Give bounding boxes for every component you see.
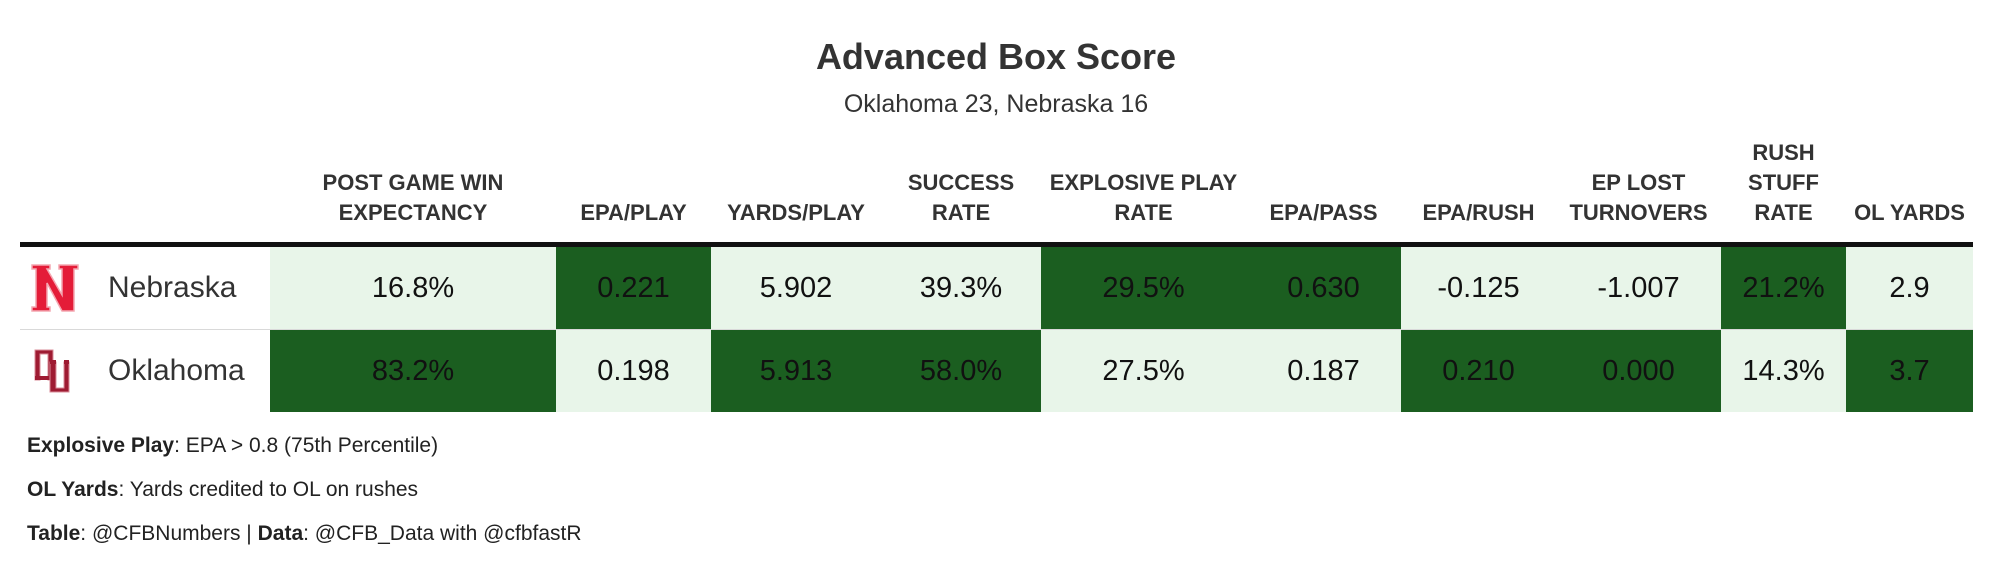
footnote-explosive-play: Explosive Play: EPA > 0.8 (75th Percenti… (27, 434, 438, 458)
box-score-table: POST GAME WIN EXPECTANCY EPA/PLAY YARDS/… (20, 138, 1973, 412)
cell-nebraska-yards-play: 5.902 (711, 244, 881, 330)
team-cell: Oklahoma (20, 329, 270, 412)
header-ol-yards: OL YARDS (1846, 138, 1973, 247)
table-row: Nebraska 16.8% 0.221 5.902 39.3% 29.5% 0… (20, 244, 1973, 330)
header-rush-stuff-rate: RUSH STUFF RATE (1721, 138, 1846, 247)
footnote-credits: Table: @CFBNumbers | Data: @CFB_Data wit… (27, 522, 582, 546)
header-epa-rush: EPA/RUSH (1401, 138, 1556, 247)
footnote-ol-yards: OL Yards: Yards credited to OL on rushes (27, 478, 418, 502)
header-explosive-play-rate: EXPLOSIVE PLAY RATE (1041, 138, 1246, 247)
oklahoma-ou-logo-icon (22, 338, 88, 404)
footnote-text-data: : @CFB_Data with @cfbfastR (303, 522, 582, 545)
nebraska-n-logo-icon (22, 255, 88, 321)
header-team (20, 138, 270, 247)
footnote-text: : Yards credited to OL on rushes (118, 478, 419, 501)
footnote-label: OL Yards (27, 478, 119, 501)
cell-nebraska-epa-rush: -0.125 (1401, 244, 1556, 330)
cell-oklahoma-epa-rush: 0.210 (1401, 329, 1556, 412)
cell-oklahoma-epa-pass: 0.187 (1246, 329, 1401, 412)
header-epa-play: EPA/PLAY (556, 138, 711, 247)
team-cell: Nebraska (20, 244, 270, 330)
header-epa-pass: EPA/PASS (1246, 138, 1401, 247)
cell-oklahoma-stuff-rate: 14.3% (1721, 329, 1846, 412)
table-subtitle: Oklahoma 23, Nebraska 16 (843, 90, 1149, 118)
cell-nebraska-pgwe: 16.8% (270, 244, 556, 330)
cell-oklahoma-yards-play: 5.913 (711, 329, 881, 412)
cell-nebraska-ep-lost: -1.007 (1556, 244, 1721, 330)
cell-oklahoma-ol-yards: 3.7 (1846, 329, 1973, 412)
cell-nebraska-explosive-rate: 29.5% (1041, 244, 1246, 330)
table-row: Oklahoma 83.2% 0.198 5.913 58.0% 27.5% 0… (20, 329, 1973, 412)
header-row: POST GAME WIN EXPECTANCY EPA/PLAY YARDS/… (20, 138, 1973, 247)
footnote-label-data: Data (257, 522, 304, 545)
cell-nebraska-epa-pass: 0.630 (1246, 244, 1401, 330)
cell-oklahoma-success-rate: 58.0% (881, 329, 1041, 412)
team-name: Oklahoma (108, 354, 245, 387)
footnote-text: : EPA > 0.8 (75th Percentile) (174, 434, 439, 457)
cell-nebraska-ol-yards: 2.9 (1846, 244, 1973, 330)
header-ep-lost-turnovers: EP LOST TURNOVERS (1556, 138, 1721, 247)
footnote-label: Explosive Play (27, 434, 175, 457)
team-name: Nebraska (108, 271, 237, 304)
cell-nebraska-stuff-rate: 21.2% (1721, 244, 1846, 330)
table-title: Advanced Box Score (815, 36, 1177, 77)
cell-oklahoma-explosive-rate: 27.5% (1041, 329, 1246, 412)
cell-oklahoma-ep-lost: 0.000 (1556, 329, 1721, 412)
header-success-rate: SUCCESS RATE (881, 138, 1041, 247)
cell-nebraska-success-rate: 39.3% (881, 244, 1041, 330)
cell-oklahoma-epa-play: 0.198 (556, 329, 711, 412)
footnote-label: Table (27, 522, 81, 545)
header-yards-play: YARDS/PLAY (711, 138, 881, 247)
footnote-text: : @CFBNumbers | (80, 522, 258, 545)
cell-nebraska-epa-play: 0.221 (556, 244, 711, 330)
cell-oklahoma-pgwe: 83.2% (270, 329, 556, 412)
header-post-game-win-expectancy: POST GAME WIN EXPECTANCY (270, 138, 556, 247)
